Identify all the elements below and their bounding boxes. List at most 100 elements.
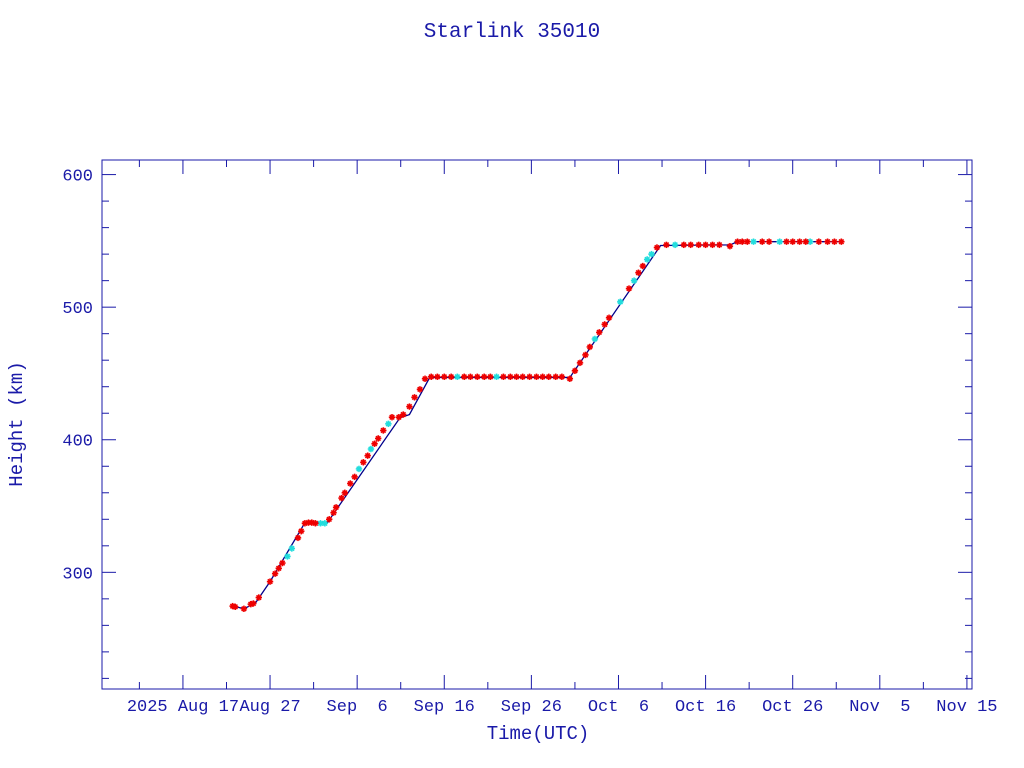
marker-stroke <box>250 600 257 607</box>
marker-stroke <box>702 242 709 248</box>
observation-marker <box>294 534 302 542</box>
observation-marker <box>493 373 500 380</box>
observation-marker <box>266 578 274 585</box>
observation-marker <box>507 373 514 380</box>
marker-stroke <box>368 446 374 452</box>
marker-stroke <box>454 373 461 380</box>
observation-marker <box>338 494 345 502</box>
observation-marker <box>716 241 723 249</box>
observation-marker <box>630 277 638 284</box>
observation-marker <box>454 373 461 380</box>
marker-stroke <box>513 373 520 380</box>
observation-marker <box>461 373 468 380</box>
marker-stroke <box>759 238 766 245</box>
marker-stroke <box>681 242 687 248</box>
observation-marker <box>411 394 418 401</box>
marker-stroke <box>687 242 694 248</box>
x-tick-label: Sep 26 <box>501 698 562 717</box>
marker-stroke <box>342 489 348 496</box>
marker-stroke <box>255 594 262 601</box>
observation-marker <box>279 559 286 567</box>
observation-marker <box>513 373 520 380</box>
observation-marker <box>240 605 248 612</box>
marker-stroke <box>326 516 333 523</box>
y-tick-label: 500 <box>62 300 93 319</box>
marker-stroke <box>232 603 239 610</box>
observation-marker <box>576 359 584 367</box>
marker-stroke <box>312 520 319 527</box>
observation-marker <box>375 435 382 442</box>
observation-marker <box>545 373 552 380</box>
x-tick-label: Nov 5 <box>849 698 910 717</box>
observation-marker <box>765 238 773 245</box>
observation-marker <box>371 440 378 447</box>
marker-stroke <box>493 373 500 380</box>
x-tick-label: Nov 15 <box>936 698 997 717</box>
observation-marker <box>605 314 613 321</box>
marker-stroke <box>838 238 845 245</box>
marker-stroke <box>639 263 646 269</box>
marker-stroke <box>617 299 624 305</box>
observation-marker <box>385 420 392 428</box>
marker-stroke <box>338 495 345 501</box>
marker-stroke <box>519 373 526 380</box>
marker-stroke <box>654 244 660 251</box>
marker-stroke <box>816 238 822 245</box>
marker-stroke <box>626 285 632 292</box>
observation-marker <box>467 373 474 380</box>
marker-stroke <box>347 480 354 487</box>
marker-stroke <box>783 238 790 245</box>
observation-marker <box>367 445 375 453</box>
observation-marker <box>815 238 823 245</box>
x-tick-label: Oct 26 <box>762 698 823 717</box>
marker-stroke <box>631 277 637 284</box>
observation-marker <box>566 375 574 382</box>
observation-marker <box>783 238 790 245</box>
observation-marker <box>519 373 526 380</box>
observation-marker <box>586 343 594 351</box>
marker-stroke <box>716 242 723 248</box>
observation-marker <box>395 414 403 421</box>
observation-marker <box>406 403 413 410</box>
marker-stroke <box>582 352 589 358</box>
marker-stroke <box>796 238 803 245</box>
observation-marker <box>255 594 262 601</box>
observation-marker <box>739 238 746 245</box>
marker-stroke <box>330 509 337 516</box>
marker-stroke <box>648 251 655 257</box>
observation-marker <box>539 373 546 380</box>
marker-stroke <box>441 373 448 380</box>
observation-marker <box>582 351 589 359</box>
marker-stroke <box>776 238 783 245</box>
marker-stroke <box>360 459 367 466</box>
observation-marker <box>347 480 354 487</box>
marker-stroke <box>317 520 324 527</box>
observation-marker <box>635 269 642 276</box>
y-tick-label: 600 <box>62 168 93 187</box>
x-tick-label: Sep 6 <box>327 698 388 717</box>
observation-marker <box>796 238 803 245</box>
observation-marker <box>330 509 337 516</box>
marker-stroke <box>802 238 809 245</box>
marker-stroke <box>727 243 733 249</box>
observation-marker <box>341 489 349 496</box>
observation-marker <box>332 504 340 511</box>
observation-marker <box>558 373 566 380</box>
observation-marker <box>500 373 507 380</box>
observation-marker <box>533 373 540 380</box>
marker-stroke <box>507 373 514 380</box>
observation-marker <box>380 427 387 434</box>
marker-stroke <box>302 520 308 527</box>
marker-stroke <box>380 427 387 434</box>
marker-stroke <box>406 403 413 410</box>
observation-marker <box>643 256 651 263</box>
marker-stroke <box>375 435 382 442</box>
marker-stroke <box>389 414 395 421</box>
marker-stroke <box>474 373 481 380</box>
observation-marker <box>312 520 319 527</box>
x-tick-label: Oct 16 <box>675 698 736 717</box>
marker-stroke <box>831 238 838 245</box>
marker-stroke <box>272 570 278 577</box>
marker-stroke <box>298 528 305 535</box>
